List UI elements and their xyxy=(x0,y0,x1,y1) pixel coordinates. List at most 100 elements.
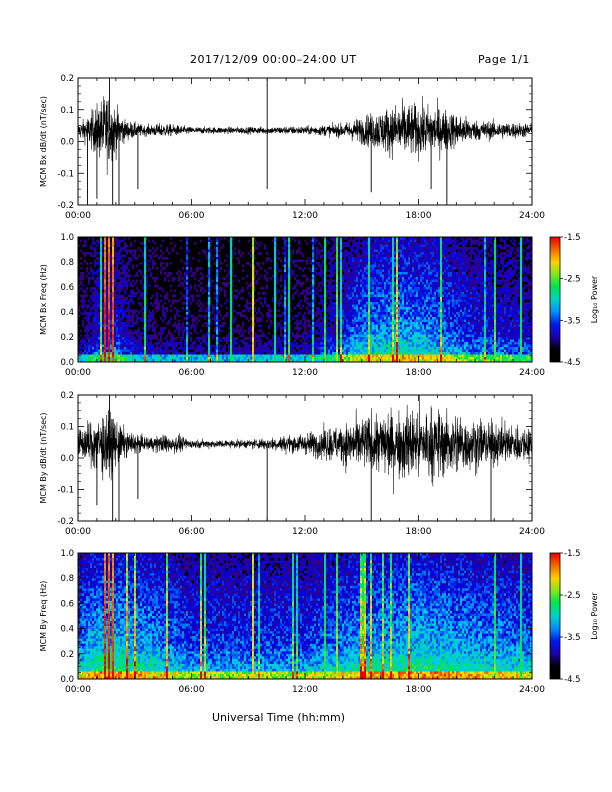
spectrogram-cell xyxy=(140,355,142,358)
spectrogram-cell xyxy=(218,322,220,325)
spectrogram-cell xyxy=(136,312,138,315)
spectrogram-cell xyxy=(290,357,292,360)
spectrogram-cell xyxy=(154,345,156,348)
spectrogram-cell xyxy=(152,312,154,315)
spectrogram-cell xyxy=(174,355,176,358)
spectrogram-cell xyxy=(208,327,210,330)
spectrogram-cell xyxy=(330,272,332,275)
spectrogram-cell xyxy=(132,347,134,350)
spectrogram-cell xyxy=(208,247,210,250)
spectrogram-cell xyxy=(324,320,326,323)
spectrogram-cell xyxy=(322,287,324,290)
spectrogram-cell xyxy=(86,317,88,320)
spectrogram-cell xyxy=(292,307,294,310)
spectrogram-cell xyxy=(128,262,130,265)
spectrogram-cell xyxy=(338,245,340,248)
spectrogram-cell xyxy=(248,260,250,263)
spectrogram-cell xyxy=(330,320,332,323)
spectrogram-cell xyxy=(204,332,206,335)
spectrogram-cell xyxy=(296,275,298,278)
spectrogram-cell xyxy=(254,262,256,265)
spectrogram-cell xyxy=(316,312,318,315)
spectrogram-cell xyxy=(128,340,130,343)
spectrogram-cell xyxy=(216,267,218,270)
spectrogram-cell xyxy=(336,255,338,258)
spectrogram-cell xyxy=(196,240,198,243)
spectrogram-cell xyxy=(266,300,268,303)
spectrogram-cell xyxy=(196,320,198,323)
spectrogram-cell xyxy=(236,327,238,330)
spectrogram-cell xyxy=(244,275,246,278)
spectrogram-cell xyxy=(292,250,294,253)
spectrogram-cell xyxy=(168,332,170,335)
spectrogram-cell xyxy=(94,347,96,350)
spectrogram-cell xyxy=(174,307,176,310)
spectrogram-cell xyxy=(130,295,132,298)
spectrogram-cell xyxy=(100,302,102,305)
spectrogram-cell xyxy=(198,337,200,340)
spectrogram-cell xyxy=(114,352,116,355)
spectrogram-cell xyxy=(310,325,312,328)
spectrogram-cell xyxy=(318,322,320,325)
spectrogram-cell xyxy=(104,285,106,288)
spectrogram-cell xyxy=(92,317,94,320)
spectrogram-cell xyxy=(310,340,312,343)
spectrogram-cell xyxy=(90,342,92,345)
spectrogram-cell xyxy=(196,262,198,265)
spectrogram-cell xyxy=(146,355,148,358)
spectrogram-cell xyxy=(110,337,112,340)
spectrogram-cell xyxy=(328,285,330,288)
spectrogram-cell xyxy=(94,262,96,265)
spectrogram-cell xyxy=(108,272,110,275)
spectrogram-cell xyxy=(288,260,290,263)
spectrogram-cell xyxy=(206,245,208,248)
spectrogram-cell xyxy=(316,310,318,313)
spectrogram-cell xyxy=(288,247,290,250)
spectrogram-cell xyxy=(86,315,88,318)
spectrogram-cell xyxy=(114,302,116,305)
spectrogram-cell xyxy=(264,350,266,353)
spectrogram-cell xyxy=(154,320,156,323)
spectrogram-cell xyxy=(112,247,114,250)
spectrogram-cell xyxy=(338,315,340,318)
spectrogram-cell xyxy=(128,337,130,340)
spectrogram-cell xyxy=(90,280,92,283)
spectrogram-cell xyxy=(120,305,122,308)
spectrogram-cell xyxy=(310,297,312,300)
spectrogram-cell xyxy=(176,295,178,298)
spectrogram-cell xyxy=(232,352,234,355)
spectrogram-cell xyxy=(250,357,252,360)
spectrogram-cell xyxy=(140,327,142,330)
spectrogram-cell xyxy=(302,335,304,338)
spectrogram-cell xyxy=(160,287,162,290)
spectrogram-cell xyxy=(258,320,260,323)
spectrogram-cell xyxy=(114,272,116,275)
spectrogram-cell xyxy=(114,342,116,345)
spectrogram-cell xyxy=(166,297,168,300)
spectrogram-cell xyxy=(194,260,196,263)
spectrogram-cell xyxy=(268,340,270,343)
spectrogram-cell xyxy=(178,275,180,278)
spectrogram-cell xyxy=(338,295,340,298)
spectrogram-cell xyxy=(280,280,282,283)
spectrogram-cell xyxy=(264,300,266,303)
spectrogram-cell xyxy=(186,312,188,315)
spectrogram-cell xyxy=(196,287,198,290)
spectrogram-cell xyxy=(202,242,204,245)
spectrogram-cell xyxy=(104,265,106,268)
spectrogram-cell xyxy=(126,302,128,305)
spectrogram-cell xyxy=(126,350,128,353)
spectrogram-cell xyxy=(224,315,226,318)
spectrogram-cell xyxy=(332,335,334,338)
spectrogram-cell xyxy=(130,332,132,335)
spectrogram-cell xyxy=(232,342,234,345)
spectrogram-cell xyxy=(314,297,316,300)
spectrogram-cell xyxy=(84,350,86,353)
spectrogram-cell xyxy=(112,300,114,303)
spectrogram-cell xyxy=(330,260,332,263)
spectrogram-cell xyxy=(146,357,148,360)
spectrogram-cell xyxy=(192,342,194,345)
spectrogram-cell xyxy=(86,337,88,340)
spectrogram-cell xyxy=(284,267,286,270)
spectrogram-cell xyxy=(172,280,174,283)
